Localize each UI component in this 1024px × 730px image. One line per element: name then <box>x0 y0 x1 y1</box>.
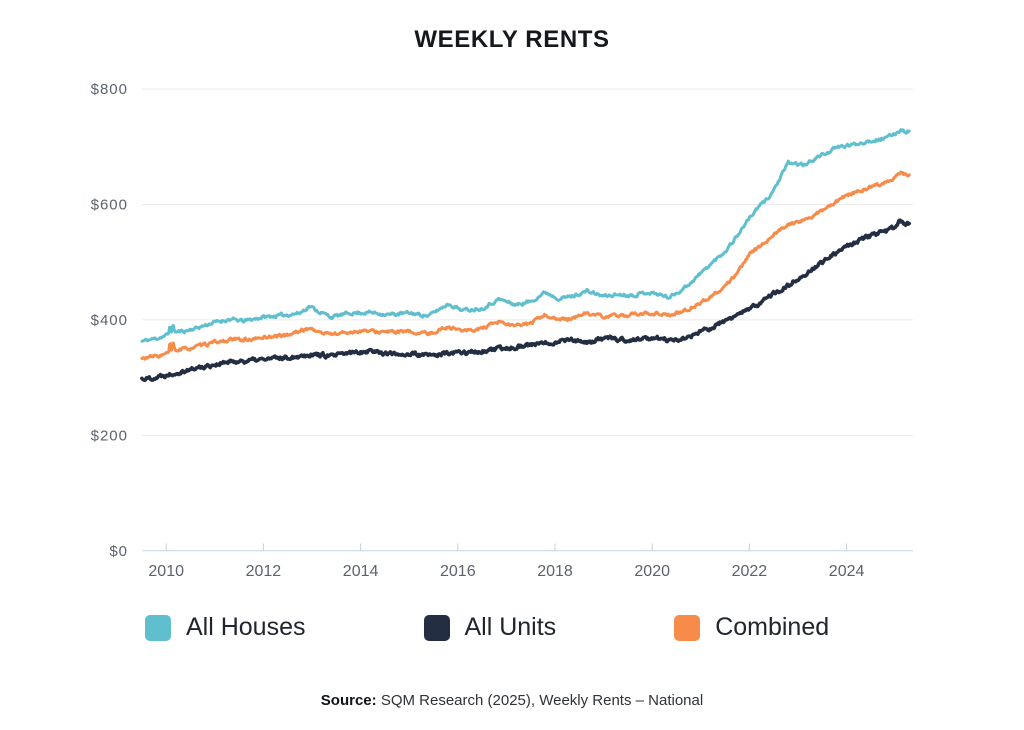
x-axis-label: 2014 <box>343 563 379 580</box>
x-axis-label: 2024 <box>829 563 865 580</box>
legend-item-all-houses: All Houses <box>145 613 306 642</box>
x-axis-label: 2018 <box>537 563 573 580</box>
y-axis-label: $0 <box>109 543 128 560</box>
legend-label-combined: Combined <box>715 613 830 641</box>
x-axis-label: 2010 <box>148 563 184 580</box>
series-line-combined <box>140 170 911 361</box>
y-axis-label: $400 <box>91 312 128 329</box>
series-line-all-units <box>140 218 912 383</box>
legend-swatch-all-houses <box>145 614 171 641</box>
source-prefix: Source: <box>320 692 377 709</box>
x-axis-label: 2012 <box>246 563 282 580</box>
legend-item-combined: Combined <box>674 613 829 642</box>
line-chart-plot: $800 $600 $400 $200 $0 2010 2012 2014 2016 2018 20… <box>91 81 913 580</box>
x-axis-label: 2022 <box>732 563 768 580</box>
y-axis-label: $600 <box>91 196 128 213</box>
chart-legend: All Houses All Units Combined <box>145 613 829 642</box>
legend-label-all-houses: All Houses <box>186 613 306 641</box>
x-axis-label: 2020 <box>634 563 670 580</box>
y-axis-label: $800 <box>91 81 128 98</box>
legend-label-all-units: All Units <box>464 613 557 641</box>
x-axis-label: 2016 <box>440 563 476 580</box>
chart-title: WEEKLY RENTS <box>414 26 610 53</box>
series-line-all-houses <box>140 128 911 343</box>
source-note: Source: SQM Research (2025), Weekly Rent… <box>0 692 1024 709</box>
legend-swatch-combined <box>674 614 701 641</box>
legend-item-all-units: All Units <box>423 613 557 642</box>
source-text: SQM Research (2025), Weekly Rents – Nati… <box>376 692 704 709</box>
y-axis-label: $200 <box>91 427 128 444</box>
legend-swatch-all-units <box>423 614 450 641</box>
